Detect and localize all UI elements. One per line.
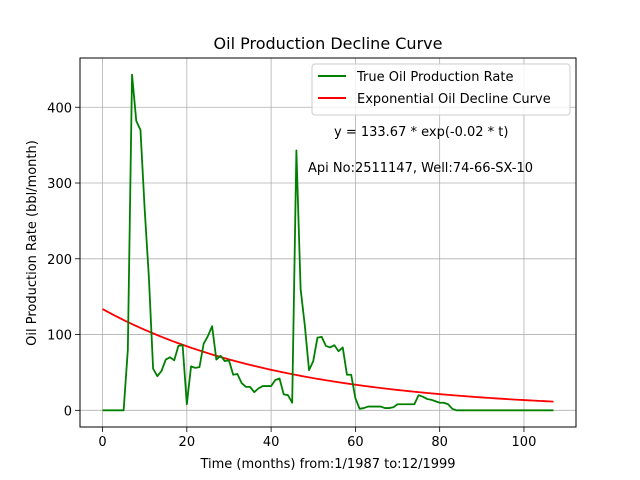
x-tick-label: 100 [512,435,537,450]
y-tick-label: 400 [47,101,72,116]
fit-equation-annotation: y = 133.67 * exp(-0.02 * t) [334,125,508,140]
series-layer [102,73,554,412]
plot-frame [79,57,577,428]
x-tick-label: 0 [98,435,106,450]
x-axis-label: Time (months) from:1/1987 to:12/1999 [199,457,455,472]
grid-lines [80,58,576,427]
legend-label-fit: Exponential Oil Decline Curve [357,92,551,107]
y-axis-label: Oil Production Rate (bbl/month) [25,140,40,346]
x-tick-label: 80 [431,435,448,450]
x-tick-label: 20 [179,435,196,450]
series-line-exponential-decline [102,308,554,403]
legend: True Oil Production Rate Exponential Oil… [311,63,571,116]
y-tick-label: 0 [64,404,72,419]
x-tick-label: 40 [263,435,280,450]
y-tick-label: 200 [47,253,72,268]
chart-title: Oil Production Decline Curve [214,34,443,53]
y-tick-label: 100 [47,329,72,344]
x-tick-label: 60 [347,435,364,450]
axis-ticks: 0 20 40 60 80 100 0 100 200 300 400 [47,101,536,450]
legend-label-observed: True Oil Production Rate [356,70,513,85]
legend-box [311,63,571,116]
well-id-annotation: Api No:2511147, Well:74-66-SX-10 [308,161,533,176]
series-line-true-production [102,73,554,412]
y-tick-label: 300 [47,177,72,192]
